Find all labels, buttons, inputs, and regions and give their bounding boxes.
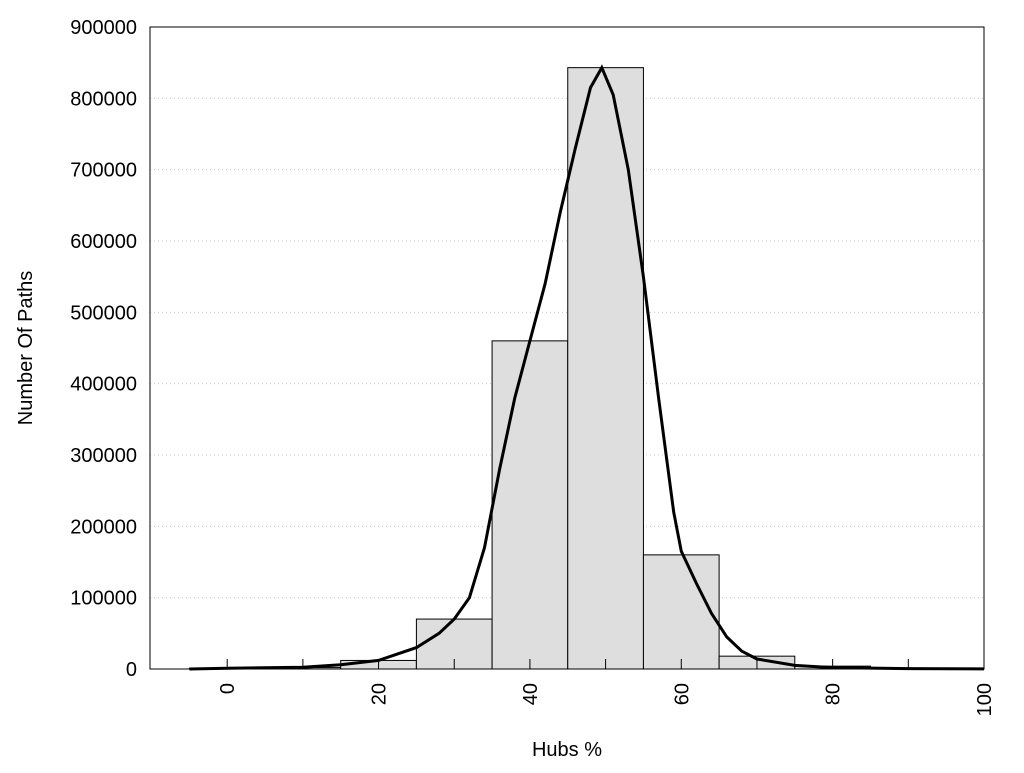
y-tick-label: 700000 [70, 160, 137, 182]
y-tick-label: 300000 [70, 445, 137, 467]
density-curve [189, 64, 985, 671]
y-tick-label: 400000 [70, 374, 137, 396]
x-axis-label: Hubs % [532, 739, 602, 761]
plot-frame [149, 26, 985, 670]
y-tick-label: 0 [126, 659, 137, 681]
x-tick-label: 80 [823, 683, 845, 705]
histogram-bar [567, 67, 644, 670]
y-tick-label: 200000 [70, 516, 137, 538]
x-tick-label: 60 [671, 683, 693, 705]
histogram-bar [491, 340, 569, 670]
y-tick-label: 500000 [70, 302, 137, 324]
histogram-bar [642, 554, 720, 670]
x-tick-label: 20 [369, 683, 391, 705]
x-tick-label: 100 [974, 683, 996, 716]
y-axis-label: Number Of Paths [15, 271, 37, 426]
y-tick-label: 600000 [70, 231, 137, 253]
y-tick-label: 800000 [70, 88, 137, 110]
x-tick-label: 0 [217, 683, 239, 694]
y-tick-label: 900000 [70, 17, 137, 39]
x-tick-label: 40 [520, 683, 542, 705]
y-tick-label: 100000 [70, 588, 137, 610]
